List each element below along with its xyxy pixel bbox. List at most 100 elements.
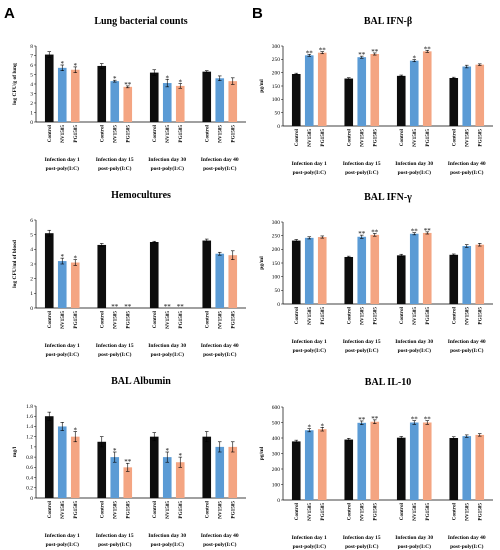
y-tick-label: 3 xyxy=(30,262,33,268)
bar-nv1505 xyxy=(409,233,419,304)
significance-marker: ** xyxy=(124,303,132,311)
bar-pg1505 xyxy=(70,436,80,498)
category-label: Control xyxy=(100,500,106,518)
group-label: post-poly(I:C) xyxy=(46,351,79,358)
category-label: Control xyxy=(294,306,300,324)
y-tick-label: 500 xyxy=(272,420,281,426)
category-label: PG1505 xyxy=(320,503,326,521)
chart-5: BAL IFN-γ 0 50 100 150 200 250 300 pg/ml Control N… xyxy=(259,192,493,354)
bar-nv1505 xyxy=(110,81,120,122)
category-label: Control xyxy=(452,128,458,146)
bar-nv1505 xyxy=(304,237,314,304)
group-label: Infection day 30 xyxy=(395,535,433,541)
bar-pg1505 xyxy=(370,421,380,500)
bar-nv1505 xyxy=(215,78,225,122)
category-label: Control xyxy=(399,128,405,146)
group-label: post-poly(I:C) xyxy=(345,169,378,176)
bar-pg1505 xyxy=(123,86,133,122)
significance-marker: * xyxy=(113,447,117,455)
category-label: PG1505 xyxy=(178,311,184,329)
bar-control xyxy=(44,233,54,308)
category-label: NV1505 xyxy=(113,311,119,329)
group-label: post-poly(I:C) xyxy=(203,541,236,548)
bar-control xyxy=(202,240,212,308)
y-tick-label: 0 xyxy=(30,306,33,312)
bar-nv1505 xyxy=(462,66,472,126)
significance-marker: * xyxy=(74,62,78,70)
category-label: PG1505 xyxy=(478,307,484,325)
group-label: Infection day 30 xyxy=(148,157,186,163)
chart-title: BAL IL-10 xyxy=(365,377,411,388)
y-tick-label: 1.2 xyxy=(26,434,33,440)
category-label: PG1505 xyxy=(73,311,79,329)
category-label: NV1505 xyxy=(60,125,66,143)
significance-marker: * xyxy=(166,447,170,455)
category-label: PG1505 xyxy=(425,129,431,147)
category-label: Control xyxy=(347,502,353,520)
bar-pg1505 xyxy=(317,237,327,304)
bar-control xyxy=(344,439,354,500)
category-label: PG1505 xyxy=(126,311,132,329)
bar-control xyxy=(149,242,159,308)
group-label: Infection day 30 xyxy=(395,161,433,167)
category-label: Control xyxy=(347,306,353,324)
y-tick-label: 250 xyxy=(272,57,281,63)
category-label: PG1505 xyxy=(320,129,326,147)
group-label: post-poly(I:C) xyxy=(98,165,131,172)
category-label: PG1505 xyxy=(178,501,184,519)
y-tick-label: 400 xyxy=(272,436,281,442)
significance-marker: ** xyxy=(177,303,185,311)
y-tick-label: 300 xyxy=(272,451,281,457)
significance-marker: ** xyxy=(371,48,379,56)
category-label: PG1505 xyxy=(373,129,379,147)
significance-marker: * xyxy=(179,79,183,87)
bar-pg1505 xyxy=(475,434,485,500)
chart-2: Hemocultures 0 1 2 3 4 5 6 log CFU/ml of blood Co… xyxy=(12,190,246,358)
significance-marker: * xyxy=(413,55,417,63)
category-label: NV1505 xyxy=(465,503,471,521)
y-axis-label: mg/l xyxy=(12,446,18,457)
y-tick-label: 1.4 xyxy=(26,424,33,430)
y-tick-label: 50 xyxy=(275,288,281,294)
bar-pg1505 xyxy=(317,52,327,126)
category-label: Control xyxy=(294,502,300,520)
bar-pg1505 xyxy=(175,85,185,122)
bar-nv1505 xyxy=(215,446,225,498)
bar-nv1505 xyxy=(304,55,314,127)
bar-control xyxy=(396,255,406,304)
chart-6: BAL IL-10 0 100 200 300 400 500 600 pg/ml Control… xyxy=(259,377,493,550)
bar-control xyxy=(97,441,107,498)
y-axis-label: pg/ml xyxy=(259,256,265,270)
bar-nv1505 xyxy=(110,457,120,498)
bar-nv1505 xyxy=(57,67,67,122)
y-tick-label: 2 xyxy=(30,276,33,282)
significance-marker: ** xyxy=(358,230,366,238)
y-tick-label: 8 xyxy=(30,44,33,50)
bar-control xyxy=(449,78,459,126)
category-label: PG1505 xyxy=(373,503,379,521)
bar-pg1505 xyxy=(422,232,432,304)
category-label: PG1505 xyxy=(478,129,484,147)
y-tick-label: 6 xyxy=(30,63,33,69)
category-label: Control xyxy=(47,310,53,328)
y-axis-label: pg/ml xyxy=(259,79,265,93)
category-label: PG1505 xyxy=(231,501,237,519)
y-axis-label: pg/ml xyxy=(259,446,265,460)
group-label: post-poly(I:C) xyxy=(151,541,184,548)
significance-marker: ** xyxy=(424,416,432,424)
y-axis-label: log CFU/ml of blood xyxy=(12,240,18,288)
category-label: PG1505 xyxy=(126,501,132,519)
group-label: post-poly(I:C) xyxy=(450,543,483,550)
category-label: NV1505 xyxy=(360,503,366,521)
group-label: post-poly(I:C) xyxy=(151,351,184,358)
y-tick-label: 2 xyxy=(30,101,33,107)
chart-3: BAL Albumin 0 0.2 0.4 0.6 0.8 1 1.2 1.4 1.6 1.8 mg/… xyxy=(12,376,246,548)
group-label: Infection day 15 xyxy=(343,535,381,541)
group-label: Infection day 15 xyxy=(96,157,134,163)
y-axis-label: log CFU/g of lung xyxy=(12,63,18,105)
y-tick-label: 1 xyxy=(30,291,33,297)
bar-control xyxy=(44,416,54,498)
bar-nv1505 xyxy=(57,261,67,308)
bar-control xyxy=(291,240,301,304)
group-label: post-poly(I:C) xyxy=(98,351,131,358)
